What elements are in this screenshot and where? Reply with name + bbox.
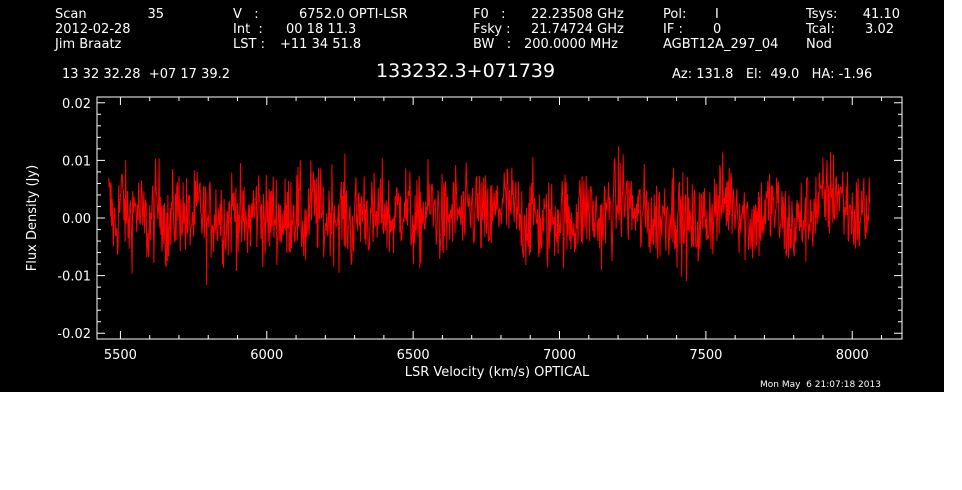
pol-label: Pol: — [663, 7, 687, 22]
plot-timestamp: Mon May 6 21:07:18 2013 — [760, 380, 881, 390]
x-tick-label: 5500 — [104, 348, 137, 363]
pol-value: I — [715, 7, 719, 22]
observer-name: Jim Braatz — [55, 37, 122, 52]
az-el-ha: Az: 131.8 El: 49.0 HA: -1.96 — [672, 67, 873, 82]
x-tick-label: 6000 — [250, 348, 283, 363]
scan-value: 35 — [147, 7, 164, 22]
x-tick-label: 7000 — [543, 348, 576, 363]
velocity-value: 6752.0 OPTI-LSR — [299, 7, 408, 22]
y-tick-label: -0.01 — [57, 270, 91, 285]
bandwidth-value: 200.0000 MHz — [524, 37, 618, 52]
spectrum-trace — [108, 146, 871, 285]
tcal-value: 3.02 — [865, 22, 894, 37]
fsky-label: Fsky : — [473, 22, 511, 37]
chart-title: 133232.3+071739 — [376, 60, 556, 82]
tsys-value: 41.10 — [862, 7, 900, 22]
obs-mode: Nod — [806, 37, 832, 52]
f0-value: 22.23508 GHz — [531, 7, 624, 22]
integration-label: Int : — [233, 22, 263, 37]
if-value: 0 — [713, 22, 722, 37]
if-label: IF : — [663, 22, 683, 37]
y-axis-label: Flux Density (Jy) — [25, 165, 40, 271]
obs-date: 2012-02-28 — [55, 22, 131, 37]
tsys-label: Tsys: — [806, 7, 838, 22]
source-coordinates: 13 32 32.28 +07 17 39.2 — [62, 67, 231, 82]
lst-value: +11 34 51.8 — [280, 37, 362, 52]
y-tick-label: 0.01 — [62, 154, 91, 169]
scan-label: Scan — [55, 7, 87, 22]
x-axis: 5500 6000 6500 7000 7500 8000 — [104, 97, 883, 363]
velocity-label: V : — [233, 7, 259, 22]
x-axis-label: LSR Velocity (km/s) OPTICAL — [405, 365, 590, 380]
fsky-value: 21.74724 GHz — [531, 22, 624, 37]
integration-value: 00 18 11.3 — [286, 22, 357, 37]
x-tick-label: 7500 — [689, 348, 722, 363]
spectrum-chart: 5500 6000 6500 7000 7500 8000 -0.02 -0.01 0.00 0… — [25, 96, 903, 380]
y-tick-label: 0.02 — [62, 97, 91, 112]
x-tick-label: 6500 — [397, 348, 430, 363]
y-axis: -0.02 -0.01 0.00 0.01 0.02 — [57, 97, 902, 342]
spectrum-line — [108, 146, 871, 285]
x-tick-label: 8000 — [836, 348, 869, 363]
project-id: AGBT12A_297_04 — [663, 37, 779, 52]
tcal-label: Tcal: — [806, 22, 835, 37]
bandwidth-label: BW : — [473, 37, 512, 52]
lst-label: LST : — [233, 37, 265, 52]
y-tick-label: -0.02 — [57, 327, 91, 342]
f0-label: F0 : — [473, 7, 506, 22]
y-tick-label: 0.00 — [62, 212, 91, 227]
spectrum-panel: Scan 35 2012-02-28 Jim Braatz V : 6752.0… — [0, 0, 944, 392]
